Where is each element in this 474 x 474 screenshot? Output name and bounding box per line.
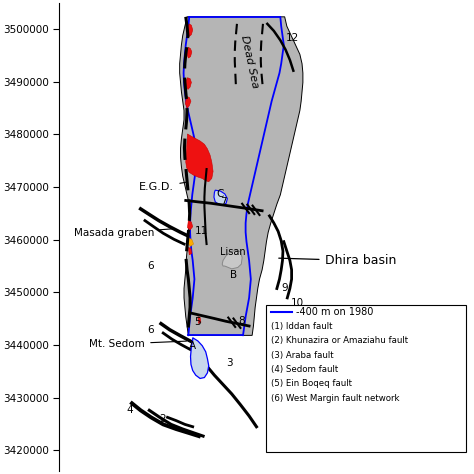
Polygon shape	[191, 337, 209, 378]
Text: E.G.D.: E.G.D.	[139, 182, 186, 192]
Text: Lisan: Lisan	[220, 247, 246, 257]
Text: (2) Khunazira or Amaziahu fault: (2) Khunazira or Amaziahu fault	[271, 337, 408, 346]
Polygon shape	[188, 220, 193, 230]
Polygon shape	[185, 97, 191, 108]
FancyBboxPatch shape	[266, 305, 466, 453]
Text: (3) Araba fault: (3) Araba fault	[271, 351, 333, 360]
Text: 9: 9	[282, 283, 288, 292]
Polygon shape	[186, 134, 213, 182]
Polygon shape	[188, 238, 193, 246]
Text: Mt. Sedom: Mt. Sedom	[90, 339, 186, 349]
Text: 3: 3	[226, 358, 232, 368]
Text: -400 m on 1980: -400 m on 1980	[296, 307, 374, 317]
Text: Dhira basin: Dhira basin	[279, 254, 396, 267]
Text: 6: 6	[148, 261, 155, 271]
Text: 8: 8	[238, 316, 245, 326]
Polygon shape	[198, 317, 201, 324]
Text: (6) West Margin fault network: (6) West Margin fault network	[271, 394, 399, 403]
Text: (4) Sedom fault: (4) Sedom fault	[271, 365, 338, 374]
Polygon shape	[214, 190, 228, 205]
Text: Dead Sea: Dead Sea	[239, 34, 260, 89]
Polygon shape	[180, 17, 303, 336]
Text: A: A	[189, 341, 196, 351]
Text: (1) Iddan fault: (1) Iddan fault	[271, 322, 332, 331]
Text: 11: 11	[195, 227, 208, 237]
Text: Masada graben: Masada graben	[74, 228, 173, 238]
Polygon shape	[187, 24, 193, 36]
Polygon shape	[188, 247, 192, 255]
Polygon shape	[187, 47, 192, 58]
Text: B: B	[230, 270, 237, 281]
Text: 5: 5	[194, 317, 201, 327]
Polygon shape	[186, 78, 191, 90]
Text: C: C	[217, 189, 224, 199]
Text: 7: 7	[220, 197, 227, 207]
Text: 4: 4	[126, 405, 133, 415]
Text: 12: 12	[286, 33, 299, 43]
Text: (5) Ein Boqeq fault: (5) Ein Boqeq fault	[271, 379, 352, 388]
Polygon shape	[222, 250, 242, 269]
Text: 10: 10	[291, 298, 304, 308]
Text: 6: 6	[148, 325, 155, 335]
Text: 2: 2	[159, 414, 165, 424]
